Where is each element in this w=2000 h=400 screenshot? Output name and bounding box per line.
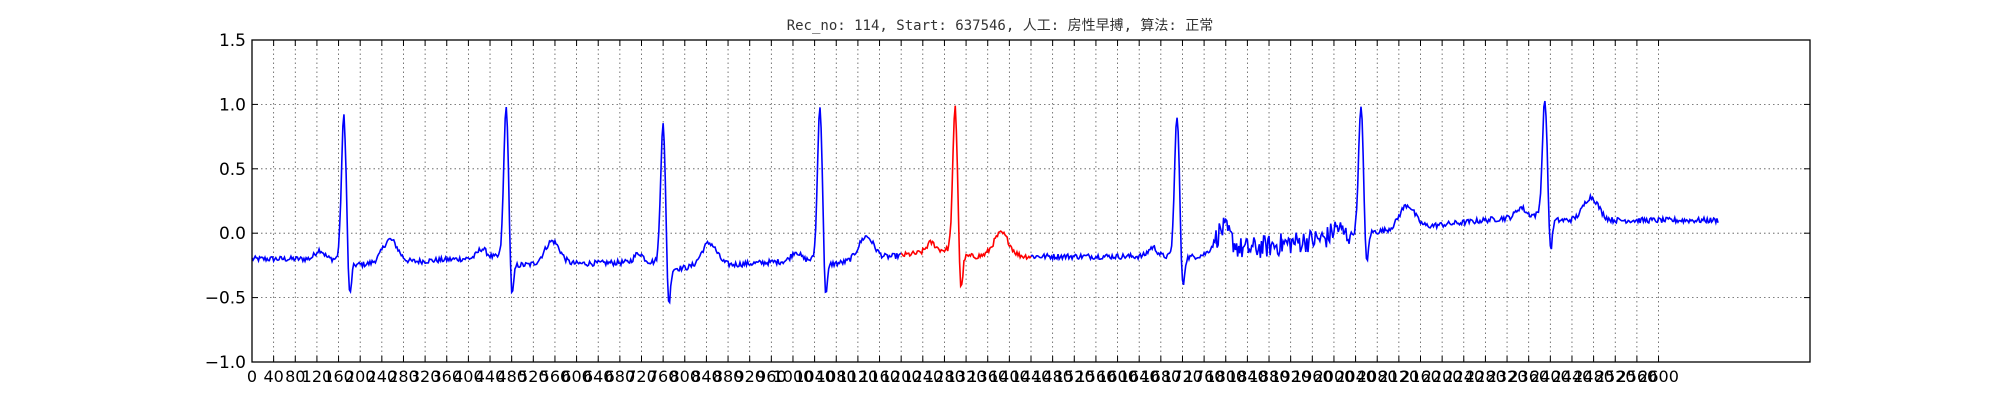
x-tick-label: 2040 bbox=[1335, 367, 1376, 386]
y-tick-label: 1.5 bbox=[219, 31, 246, 51]
y-tick-label: 0.5 bbox=[219, 160, 246, 180]
x-tick-label: 2080 bbox=[1357, 367, 1398, 386]
x-tick-label: 1720 bbox=[1162, 367, 1203, 386]
x-tick-label: 720 bbox=[626, 367, 657, 386]
x-tick-label: 1360 bbox=[967, 367, 1008, 386]
x-tick-label: 2000 bbox=[1314, 367, 1355, 386]
x-tick-label: 240 bbox=[367, 367, 398, 386]
x-tick-label: 320 bbox=[410, 367, 441, 386]
x-tick-label: 160 bbox=[323, 367, 354, 386]
x-tick-label: 440 bbox=[475, 367, 506, 386]
x-tick-label: 2280 bbox=[1465, 367, 1506, 386]
x-tick-label: 2120 bbox=[1379, 367, 1420, 386]
x-tick-label: 1080 bbox=[816, 367, 857, 386]
plot-frame bbox=[251, 39, 1811, 363]
x-tick-label: 1240 bbox=[902, 367, 943, 386]
x-tick-label: 960 bbox=[756, 367, 787, 386]
ecg-signal bbox=[251, 100, 1719, 305]
x-tick-label: 2560 bbox=[1617, 367, 1658, 386]
x-tick-label: 560 bbox=[540, 367, 571, 386]
x-tick-label: 2480 bbox=[1573, 367, 1614, 386]
x-tick-label: 1040 bbox=[794, 367, 835, 386]
x-axis-ticks: 0 40 8012016020024028032036040044048052056… bbox=[247, 40, 1679, 386]
x-tick-label: 1480 bbox=[1032, 367, 1073, 386]
x-tick-label: 1320 bbox=[946, 367, 987, 386]
x-tick-label: 360 bbox=[431, 367, 462, 386]
x-tick-label: 2240 bbox=[1443, 367, 1484, 386]
y-axis-ticks: −1.0 −0.5 0.0 0.5 1.0 1.5 bbox=[205, 31, 1810, 373]
x-tick-label: 400 bbox=[453, 367, 484, 386]
x-tick-label: 1800 bbox=[1205, 367, 1246, 386]
ecg-series-after bbox=[1030, 100, 1719, 286]
x-tick-label: 200 bbox=[345, 367, 376, 386]
x-tick-label: 1280 bbox=[924, 367, 965, 386]
x-tick-label: 840 bbox=[691, 367, 722, 386]
x-tick-label: 1160 bbox=[859, 367, 900, 386]
x-tick-label: 600 bbox=[561, 367, 592, 386]
x-tick-label: 2200 bbox=[1422, 367, 1463, 386]
x-tick-label: 0 bbox=[247, 367, 257, 386]
ecg-series-before bbox=[251, 106, 902, 305]
y-tick-label: −0.5 bbox=[205, 289, 246, 309]
x-tick-label: 1560 bbox=[1076, 367, 1117, 386]
x-tick-label: 1200 bbox=[881, 367, 922, 386]
x-tick-label: 1000 bbox=[773, 367, 814, 386]
x-tick-label: 280 bbox=[388, 367, 419, 386]
x-tick-label: 1880 bbox=[1249, 367, 1290, 386]
x-tick-label: 800 bbox=[670, 367, 701, 386]
x-tick-label: 640 bbox=[583, 367, 614, 386]
x-tick-label: 1440 bbox=[1011, 367, 1052, 386]
x-tick-label: 1840 bbox=[1227, 367, 1268, 386]
chart-title: Rec_no: 114, Start: 637546, 人工: 房性早搏, 算法… bbox=[787, 17, 1214, 34]
x-tick-label: 520 bbox=[518, 367, 549, 386]
x-tick-label: 760 bbox=[648, 367, 679, 386]
x-tick-label: 2360 bbox=[1508, 367, 1549, 386]
x-tick-label: 80 bbox=[285, 367, 305, 386]
x-tick-label: 2520 bbox=[1595, 367, 1636, 386]
x-tick-label: 2600 bbox=[1638, 367, 1679, 386]
y-tick-label: −1.0 bbox=[205, 353, 246, 373]
x-tick-label: 1680 bbox=[1140, 367, 1181, 386]
x-tick-label: 480 bbox=[496, 367, 527, 386]
x-tick-label: 880 bbox=[713, 367, 744, 386]
ecg-series-highlight bbox=[900, 105, 1032, 289]
x-tick-label: 2320 bbox=[1487, 367, 1528, 386]
x-tick-label: 920 bbox=[734, 367, 765, 386]
x-tick-label: 1920 bbox=[1270, 367, 1311, 386]
x-tick-label: 40 bbox=[263, 367, 283, 386]
x-tick-label: 1120 bbox=[838, 367, 879, 386]
x-tick-label: 1400 bbox=[989, 367, 1030, 386]
y-tick-label: 0.0 bbox=[219, 224, 246, 244]
x-tick-label: 1960 bbox=[1292, 367, 1333, 386]
x-tick-label: 1640 bbox=[1119, 367, 1160, 386]
x-tick-label: 1600 bbox=[1097, 367, 1138, 386]
x-tick-label: 1520 bbox=[1054, 367, 1095, 386]
x-tick-label: 1760 bbox=[1184, 367, 1225, 386]
x-tick-label: 2400 bbox=[1530, 367, 1571, 386]
x-tick-label: 680 bbox=[605, 367, 636, 386]
grid-lines bbox=[251, 39, 1810, 363]
y-tick-label: 1.0 bbox=[219, 95, 246, 115]
x-tick-label: 120 bbox=[302, 367, 333, 386]
x-tick-label: 2160 bbox=[1400, 367, 1441, 386]
x-tick-label: 2440 bbox=[1552, 367, 1593, 386]
